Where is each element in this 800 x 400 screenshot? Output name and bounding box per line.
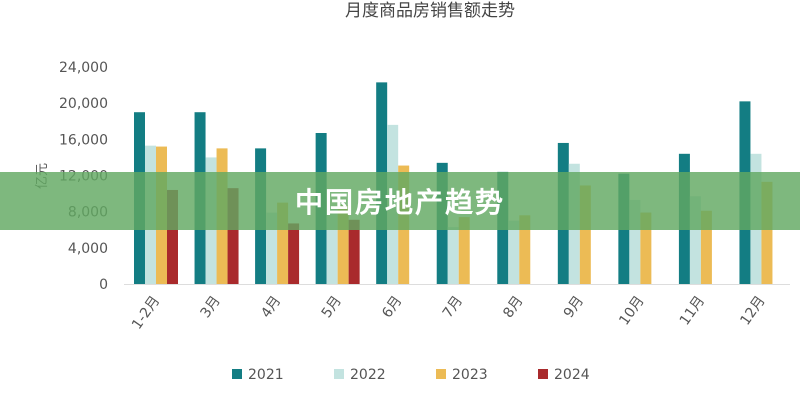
y-tick-label: 24,000 (59, 60, 108, 76)
legend-swatch-2021 (232, 369, 242, 379)
bar-2022 (629, 199, 641, 284)
x-tick-label: 11月 (677, 293, 708, 328)
legend-swatch-2022 (334, 369, 344, 379)
bar-2024 (288, 223, 300, 284)
bar-2022 (266, 212, 278, 284)
legend-label-2021: 2021 (248, 367, 284, 383)
x-axis: 1-2月 3月 4月 5月 6月 7月 8月 9月 10月 11月 12月 (124, 284, 790, 333)
bar-2023 (337, 205, 349, 284)
legend: 2021 2022 2023 2024 (232, 367, 590, 383)
x-tick-label: 7月 (440, 293, 466, 321)
bar-2022 (689, 196, 701, 284)
bar-2022 (447, 227, 459, 284)
banner-text: 中国房地产趋势 (294, 186, 505, 219)
bar-2024 (227, 188, 239, 284)
y-tick-label: 0 (99, 277, 108, 293)
y-tick-label: 4,000 (68, 241, 108, 257)
x-tick-label: 10月 (616, 293, 647, 328)
x-tick-label: 1-2月 (129, 293, 163, 332)
legend-label-2024: 2024 (554, 367, 590, 383)
x-tick-label: 9月 (561, 293, 587, 321)
x-tick-label: 8月 (500, 293, 526, 321)
y-tick-label: 20,000 (59, 96, 108, 112)
bar-2023 (761, 181, 773, 284)
x-tick-label: 12月 (737, 293, 768, 328)
bar-2022 (508, 220, 520, 284)
x-tick-label: 5月 (319, 293, 345, 321)
bar-2024 (167, 189, 178, 284)
x-tick-label: 3月 (198, 293, 224, 321)
bar-2023 (519, 215, 531, 284)
legend-swatch-2023 (436, 369, 446, 379)
bar-2024 (348, 219, 360, 284)
bar-2023 (579, 185, 591, 284)
y-tick-label: 16,000 (59, 132, 108, 148)
chart-title: 月度商品房销售额走势 (345, 1, 515, 21)
bar-2023 (700, 210, 712, 284)
x-tick-label: 6月 (379, 293, 405, 321)
bar-2023 (458, 217, 470, 284)
bar-2023 (640, 212, 652, 284)
legend-label-2022: 2022 (350, 367, 386, 383)
bar-2022 (326, 207, 338, 284)
x-tick-label: 4月 (258, 293, 284, 321)
legend-label-2023: 2023 (452, 367, 488, 383)
title-banner: 中国房地产趋势 (0, 172, 800, 230)
legend-swatch-2024 (538, 369, 548, 379)
bar-2023 (277, 202, 289, 284)
